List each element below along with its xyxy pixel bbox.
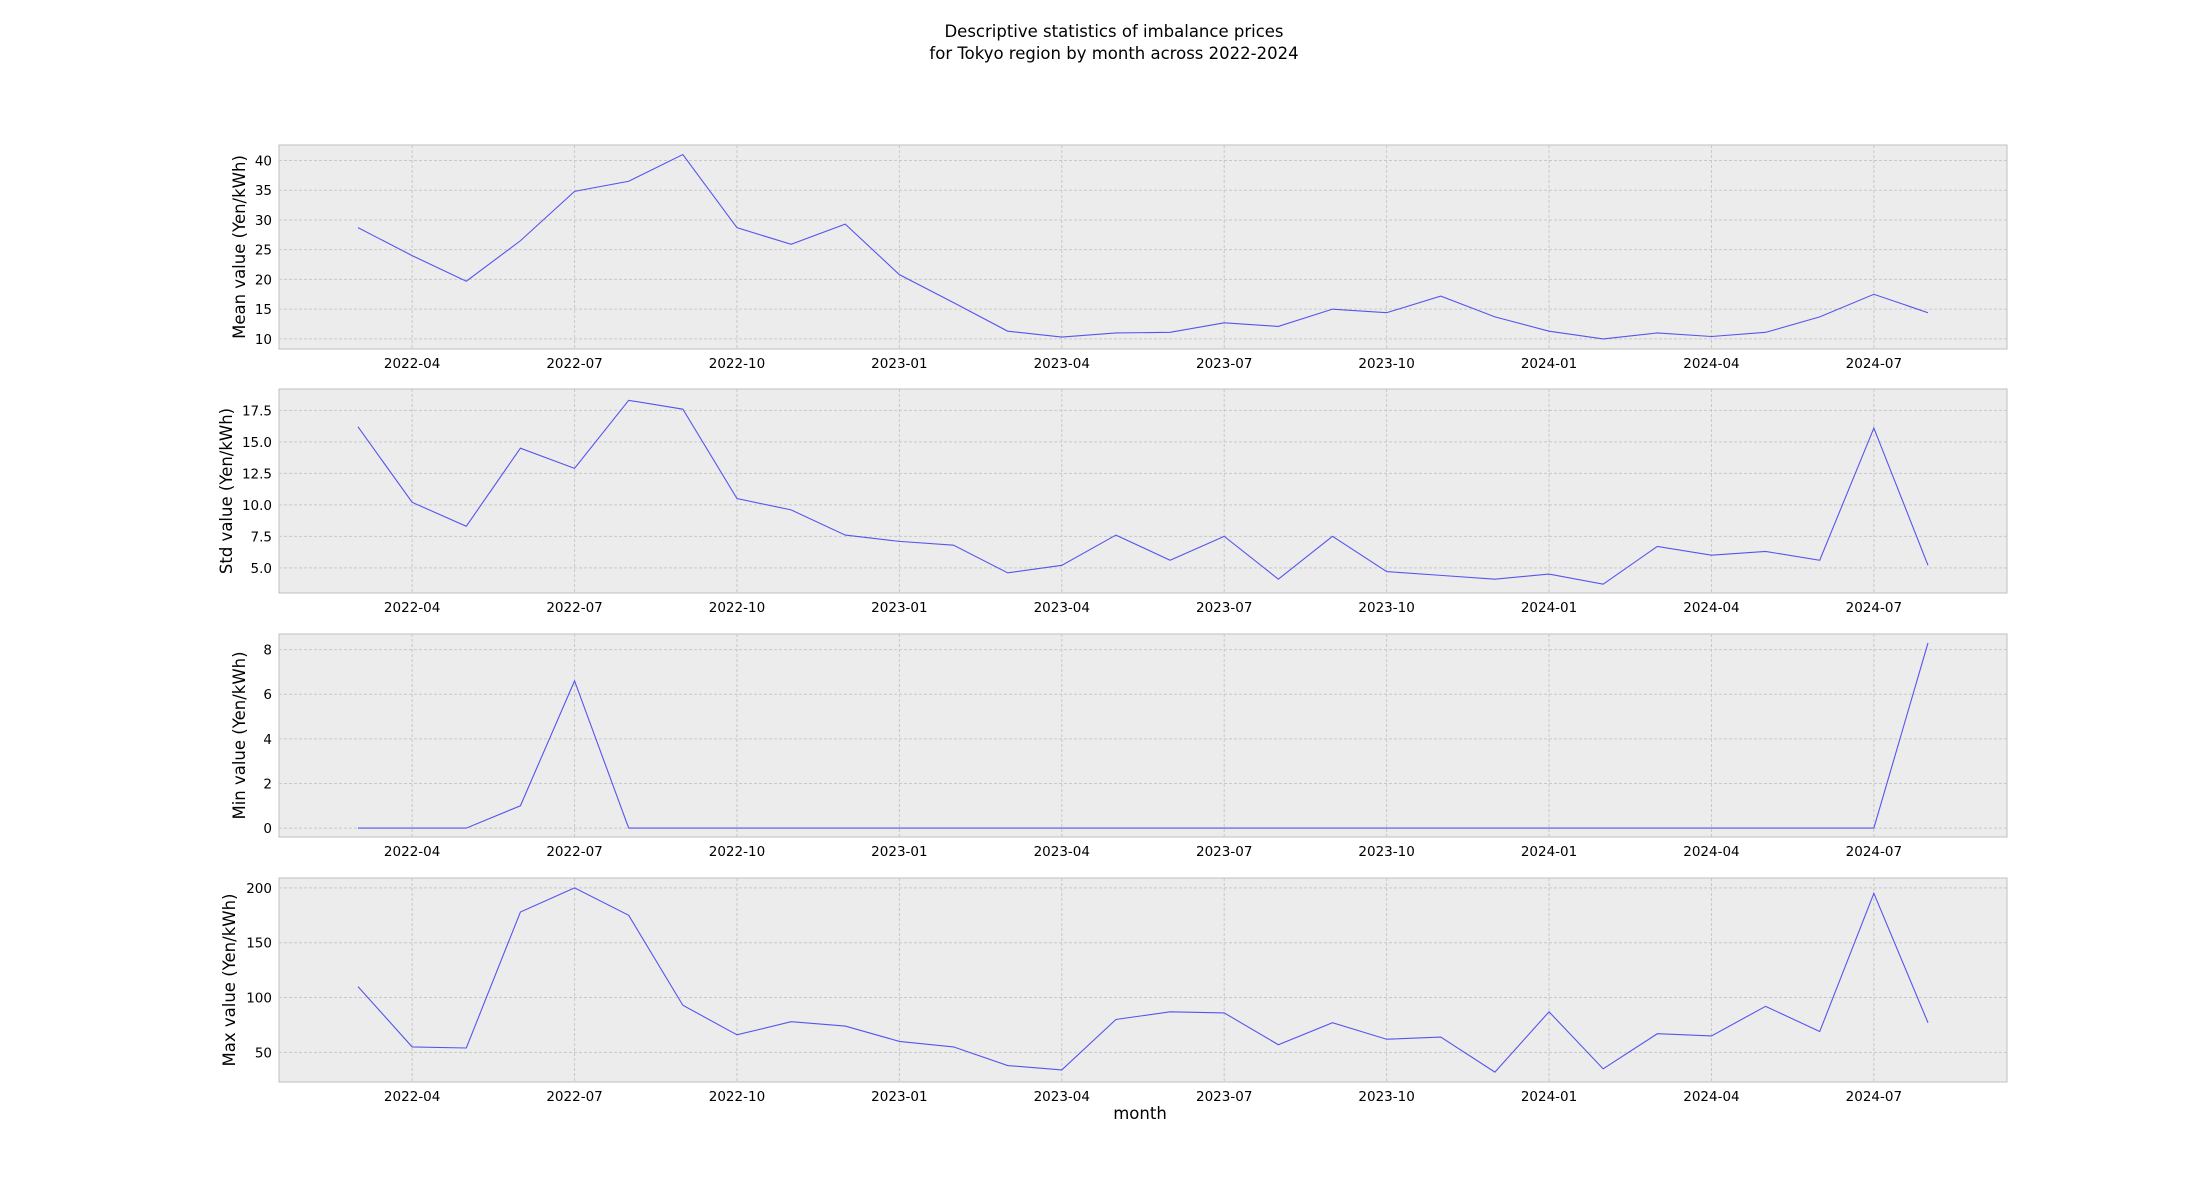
panel-2-y-tick-label-0: 0 (263, 821, 272, 837)
panel-2-y-tick-label-2: 4 (263, 732, 272, 748)
panel-3-y-tick-label-3: 200 (246, 881, 272, 897)
panel-1-x-tick-label-0: 2022-04 (384, 600, 440, 616)
panel-3-background (278, 877, 2008, 1083)
panel-2-series-line (358, 642, 1929, 829)
x-axis-label: month (1113, 1104, 1167, 1123)
chart-title-line1: Descriptive statistics of imbalance pric… (944, 22, 1283, 41)
panel-3-x-tick-label-2: 2022-10 (709, 1089, 765, 1105)
panel-0-y-tick-label-2: 20 (255, 272, 272, 288)
panel-0-x-tick-label-4: 2023-04 (1034, 356, 1090, 372)
panel-2-y-axis-label: Min value (Yen/kWh) (230, 651, 249, 819)
panel-3-x-tick-label-8: 2024-04 (1683, 1089, 1739, 1105)
panel-1-x-tick-label-6: 2023-10 (1358, 600, 1414, 616)
panel-0-y-tick-label-6: 40 (255, 153, 272, 169)
panel-0-background (278, 144, 2008, 350)
panel-0-series-line (357, 153, 1929, 340)
panel-3-x-tick-label-5: 2023-07 (1196, 1089, 1252, 1105)
panel-0-x-tick-label-7: 2024-01 (1521, 356, 1577, 372)
panel-3-x-tick-label-3: 2023-01 (871, 1089, 927, 1105)
panel-3-y-tick-label-0: 50 (255, 1045, 272, 1061)
panel-2-x-tick-label-4: 2023-04 (1034, 844, 1090, 860)
panel-3-x-tick-label-1: 2022-07 (546, 1089, 602, 1105)
panel-0-x-tick-label-1: 2022-07 (546, 356, 602, 372)
panel-2-x-tick-label-7: 2024-01 (1521, 844, 1577, 860)
panel-2-x-tick-label-1: 2022-07 (546, 844, 602, 860)
panel-3-series-line (357, 887, 1929, 1073)
panel-2-x-tick-label-8: 2024-04 (1683, 844, 1739, 860)
panel-0-y-tick-label-5: 35 (255, 183, 272, 199)
panel-3-x-tick-label-6: 2023-10 (1358, 1089, 1414, 1105)
panel-1-x-tick-label-3: 2023-01 (871, 600, 927, 616)
panel-2-x-tick-label-0: 2022-04 (384, 844, 440, 860)
panel-1-y-axis-label: Std value (Yen/kWh) (217, 408, 236, 574)
panel-2-x-tick-label-5: 2023-07 (1196, 844, 1252, 860)
panel-1-y-tick-label-2: 10.0 (242, 498, 272, 514)
panel-0-y-tick-label-0: 10 (255, 332, 272, 348)
panel-1-y-tick-label-4: 15.0 (242, 435, 272, 451)
panel-1-y-tick-label-0: 5.0 (251, 561, 272, 577)
panel-1-x-tick-label-5: 2023-07 (1196, 600, 1252, 616)
panel-1-y-tick-label-5: 17.5 (242, 403, 272, 419)
panel-3-y-tick-label-1: 100 (246, 991, 272, 1007)
panel-3-x-tick-label-4: 2023-04 (1034, 1089, 1090, 1105)
panel-1-series-line (357, 399, 1929, 585)
panel-0-x-tick-label-0: 2022-04 (384, 356, 440, 372)
panel-0-x-tick-label-6: 2023-10 (1358, 356, 1414, 372)
panel-3-y-tick-label-2: 150 (246, 936, 272, 952)
panel-1-background (278, 388, 2008, 594)
panel-1-y-tick-label-1: 7.5 (251, 529, 272, 545)
panel-2-x-tick-label-2: 2022-10 (709, 844, 765, 860)
panel-1-x-tick-label-8: 2024-04 (1683, 600, 1739, 616)
panels: 2022-04 2022-07 2022-10 2023-01 2023-04 2023-… (217, 144, 2008, 1105)
panel-1-x-tick-label-2: 2022-10 (709, 600, 765, 616)
panel-0-x-tick-label-3: 2023-01 (871, 356, 927, 372)
panel-2-x-tick-label-6: 2023-10 (1358, 844, 1414, 860)
panel-0-y-tick-label-4: 30 (255, 213, 272, 229)
panel-1-x-tick-label-7: 2024-01 (1521, 600, 1577, 616)
panel-0-y-axis-label: Mean value (Yen/kWh) (230, 155, 249, 339)
panel-3-y-axis-label: Max value (Yen/kWh) (220, 894, 239, 1067)
chart-title-line2: for Tokyo region by month across 2022-20… (929, 44, 1298, 63)
panel-0-y-tick-label-1: 15 (255, 302, 272, 318)
panel-0: 2022-04 2022-07 2022-10 2023-01 2023-04 2023-… (230, 144, 2008, 372)
panel-1-x-tick-label-4: 2023-04 (1034, 600, 1090, 616)
panel-1: 2022-04 2022-07 2022-10 2023-01 2023-04 2023-… (217, 388, 2008, 616)
panel-0-x-tick-label-8: 2024-04 (1683, 356, 1739, 372)
panel-2-y-tick-label-1: 2 (263, 776, 272, 792)
panel-1-x-tick-label-9: 2024-07 (1846, 600, 1902, 616)
panel-2-y-tick-label-4: 8 (263, 643, 272, 659)
panel-3-x-tick-label-7: 2024-01 (1521, 1089, 1577, 1105)
panel-2-x-tick-label-9: 2024-07 (1846, 844, 1902, 860)
panel-2: 2022-04 2022-07 2022-10 2023-01 2023-04 2023-… (230, 633, 2008, 860)
panel-3: 2022-04 2022-07 2022-10 2023-01 2023-04 2023-… (220, 877, 2008, 1105)
panel-2-background (278, 633, 2008, 838)
panel-1-y-tick-label-3: 12.5 (242, 466, 272, 482)
panel-0-x-tick-label-5: 2023-07 (1196, 356, 1252, 372)
panel-2-y-tick-label-3: 6 (263, 687, 272, 703)
panel-1-x-tick-label-1: 2022-07 (546, 600, 602, 616)
panel-0-x-tick-label-2: 2022-10 (709, 356, 765, 372)
panel-3-x-tick-label-0: 2022-04 (384, 1089, 440, 1105)
panel-0-x-tick-label-9: 2024-07 (1846, 356, 1902, 372)
panel-3-x-tick-label-9: 2024-07 (1846, 1089, 1902, 1105)
panel-0-y-tick-label-3: 25 (255, 243, 272, 259)
panel-2-x-tick-label-3: 2023-01 (871, 844, 927, 860)
